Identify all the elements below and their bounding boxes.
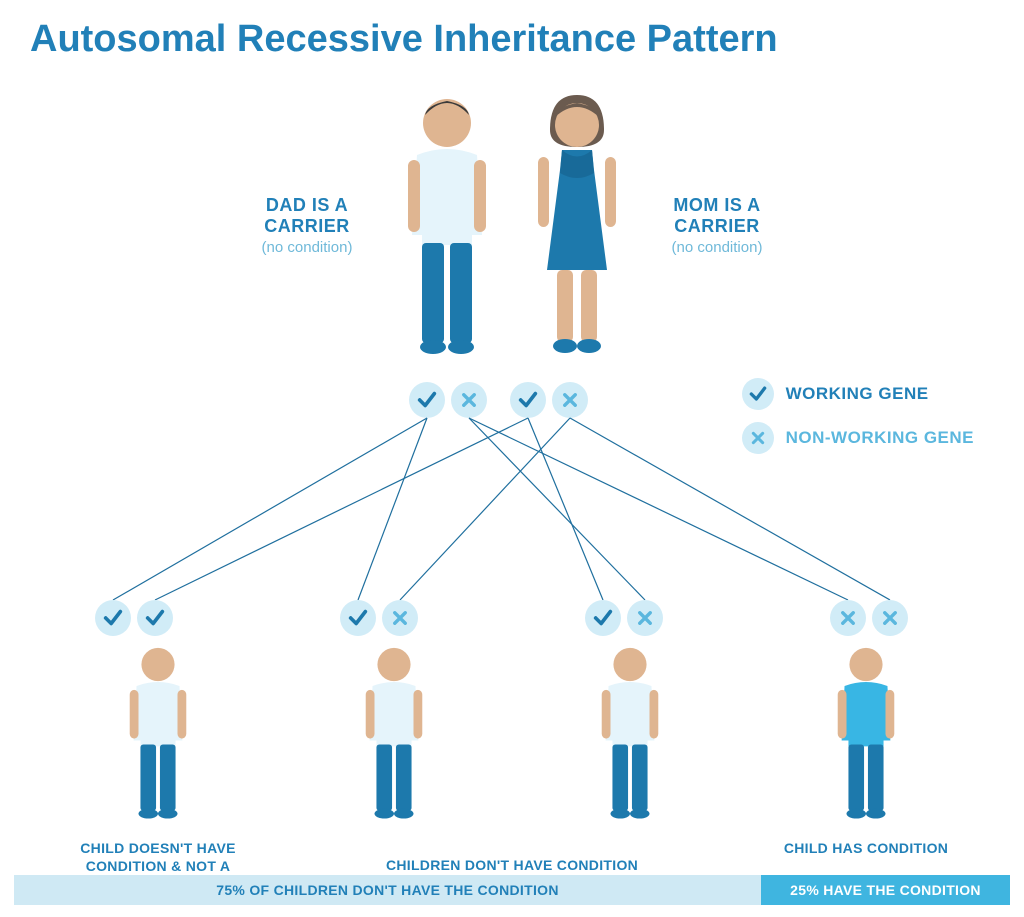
child-4-genes (830, 600, 908, 636)
check-icon (510, 382, 546, 418)
footer-right: 25% HAVE THE CONDITION (761, 875, 1010, 905)
dad-figure (392, 95, 502, 355)
x-icon (451, 382, 487, 418)
page-title: Autosomal Recessive Inheritance Pattern (30, 18, 778, 61)
mom-figure (522, 95, 632, 355)
x-icon (872, 600, 908, 636)
mom-label: MOM IS A CARRIER (no condition) (632, 195, 802, 256)
child-1-genes (95, 600, 173, 636)
dad-genes (409, 382, 487, 418)
footer-left: 75% OF CHILDREN DON'T HAVE THE CONDITION (14, 875, 761, 905)
child-4-label: CHILD HAS CONDITION (784, 839, 948, 858)
x-icon (552, 382, 588, 418)
child-2-genes (340, 600, 418, 636)
legend: WORKING GENE NON-WORKING GENE (742, 378, 974, 466)
x-icon (742, 422, 774, 454)
child-figure (355, 645, 433, 821)
check-icon (137, 600, 173, 636)
x-icon (627, 600, 663, 636)
dad-label: DAD IS A CARRIER (no condition) (222, 195, 392, 256)
mom-label-line1: MOM IS A CARRIER (632, 195, 802, 237)
child-1: CHILD DOESN'T HAVECONDITION & NOT A CARR… (58, 645, 258, 895)
legend-nonworking-label: NON-WORKING GENE (786, 428, 974, 448)
mom-label-line2: (no condition) (632, 239, 802, 256)
check-icon (742, 378, 774, 410)
check-icon (585, 600, 621, 636)
child-3-genes (585, 600, 663, 636)
dad-label-line2: (no condition) (222, 239, 392, 256)
check-icon (340, 600, 376, 636)
check-icon (409, 382, 445, 418)
check-icon (95, 600, 131, 636)
legend-nonworking: NON-WORKING GENE (742, 422, 974, 454)
dad-block: DAD IS A CARRIER (no condition) (222, 95, 502, 355)
mom-block: MOM IS A CARRIER (no condition) (522, 95, 802, 355)
legend-working: WORKING GENE (742, 378, 974, 410)
x-icon (382, 600, 418, 636)
child-figure (119, 645, 197, 821)
dad-label-line1: DAD IS A CARRIER (222, 195, 392, 237)
parents-row: DAD IS A CARRIER (no condition) (0, 95, 1024, 355)
child-figure (591, 645, 669, 821)
x-icon (830, 600, 866, 636)
child-figure (827, 645, 905, 821)
child-4: CHILD HAS CONDITION (766, 645, 966, 895)
mom-genes (510, 382, 588, 418)
legend-working-label: WORKING GENE (786, 384, 929, 404)
footer-bar: 75% OF CHILDREN DON'T HAVE THE CONDITION… (14, 875, 1010, 905)
